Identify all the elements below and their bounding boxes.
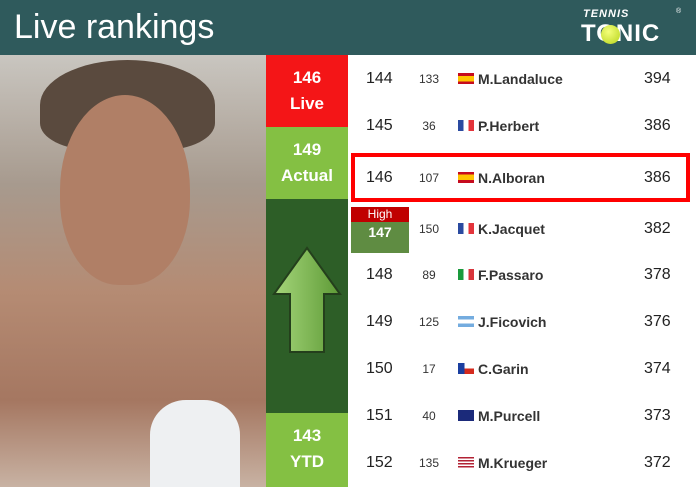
ranking-row[interactable]: 151 40 M.Purcell 373 bbox=[348, 404, 696, 428]
high-label: High bbox=[351, 207, 409, 222]
ytd-rank-box: 143 YTD bbox=[266, 413, 348, 487]
logo-text-bottom: TONIC bbox=[581, 20, 661, 47]
player-name[interactable]: M.Landaluce bbox=[478, 71, 563, 87]
previous-rank: 36 bbox=[422, 119, 436, 133]
player-name[interactable]: K.Jacquet bbox=[478, 221, 545, 237]
actual-rank-box: 149 Actual bbox=[266, 127, 348, 199]
tennis-tonic-logo[interactable]: TENNIS TONIC ® bbox=[580, 8, 684, 48]
ranking-row[interactable]: 148 89 F.Passaro 378 bbox=[348, 263, 696, 287]
points: 386 bbox=[644, 169, 671, 186]
rank: 148 bbox=[366, 266, 393, 283]
previous-rank: 150 bbox=[418, 222, 440, 236]
player-photo bbox=[0, 55, 266, 487]
photo-towel bbox=[150, 400, 240, 487]
page-title: Live rankings bbox=[14, 8, 215, 46]
rank: 150 bbox=[366, 360, 393, 377]
flag-spain-icon bbox=[458, 172, 474, 183]
flag-usa-icon bbox=[458, 457, 474, 468]
points: 376 bbox=[644, 313, 671, 330]
ytd-rank: 143 bbox=[292, 426, 322, 445]
player-name[interactable]: P.Herbert bbox=[478, 118, 540, 134]
high-rank: 147 bbox=[368, 224, 392, 240]
flag-france-icon bbox=[458, 120, 474, 131]
ranking-row[interactable]: 152 135 M.Krueger 372 bbox=[348, 451, 696, 475]
ranking-row[interactable]: 146 107 N.Alboran 386 bbox=[348, 166, 696, 190]
flag-italy-icon bbox=[458, 269, 474, 280]
player-name[interactable]: M.Krueger bbox=[478, 455, 548, 471]
logo-text-top: TENNIS bbox=[583, 8, 630, 20]
points: 372 bbox=[644, 454, 671, 471]
rank: 151 bbox=[366, 407, 393, 424]
rank: 146 bbox=[366, 169, 393, 186]
rank: 144 bbox=[366, 70, 393, 87]
registered-icon: ® bbox=[676, 8, 682, 15]
rank: 145 bbox=[366, 117, 393, 134]
previous-rank: 107 bbox=[418, 171, 440, 185]
previous-rank: 133 bbox=[418, 72, 440, 86]
ranking-row[interactable]: 150 K.Jacquet 382 bbox=[348, 217, 696, 241]
live-rank-box: 146 Live bbox=[266, 55, 348, 127]
previous-rank: 40 bbox=[422, 409, 436, 423]
rank: 152 bbox=[366, 454, 393, 471]
ranking-row[interactable]: 149 125 J.Ficovich 376 bbox=[348, 310, 696, 334]
points: 373 bbox=[644, 407, 671, 424]
actual-rank: 149 bbox=[292, 140, 322, 159]
highlighted-row-frame bbox=[351, 153, 690, 202]
points: 382 bbox=[644, 220, 671, 237]
player-name[interactable]: N.Alboran bbox=[478, 170, 545, 186]
rank: 149 bbox=[366, 313, 393, 330]
points: 386 bbox=[644, 117, 671, 134]
points: 374 bbox=[644, 360, 671, 377]
points: 394 bbox=[644, 70, 671, 87]
flag-australia-icon bbox=[458, 410, 474, 421]
flag-france-icon bbox=[458, 223, 474, 234]
previous-rank: 17 bbox=[422, 362, 436, 376]
up-arrow-icon bbox=[272, 246, 342, 353]
live-label: Live bbox=[289, 94, 325, 113]
flag-spain-icon bbox=[458, 73, 474, 84]
live-rank: 146 bbox=[292, 68, 322, 87]
flag-chile-icon bbox=[458, 363, 474, 374]
actual-label: Actual bbox=[281, 166, 333, 185]
player-name[interactable]: F.Passaro bbox=[478, 267, 544, 283]
previous-rank: 125 bbox=[418, 315, 440, 329]
photo-face bbox=[60, 95, 190, 285]
ranking-row[interactable]: 150 17 C.Garin 374 bbox=[348, 357, 696, 381]
player-name[interactable]: M.Purcell bbox=[478, 408, 541, 424]
ranking-row[interactable]: 145 36 P.Herbert 386 bbox=[348, 114, 696, 138]
flag-argentina-icon bbox=[458, 316, 474, 327]
header: Live rankings TENNIS TONIC ® bbox=[0, 0, 696, 55]
career-high-badge: High 147 bbox=[351, 207, 409, 253]
points: 378 bbox=[644, 266, 671, 283]
ranking-row[interactable]: 144 133 M.Landaluce 394 bbox=[348, 67, 696, 91]
player-name[interactable]: C.Garin bbox=[478, 361, 529, 377]
previous-rank: 135 bbox=[418, 456, 440, 470]
ytd-label: YTD bbox=[290, 452, 324, 471]
previous-rank: 89 bbox=[422, 268, 436, 282]
tennis-ball-icon bbox=[601, 25, 620, 44]
player-name[interactable]: J.Ficovich bbox=[478, 314, 547, 330]
